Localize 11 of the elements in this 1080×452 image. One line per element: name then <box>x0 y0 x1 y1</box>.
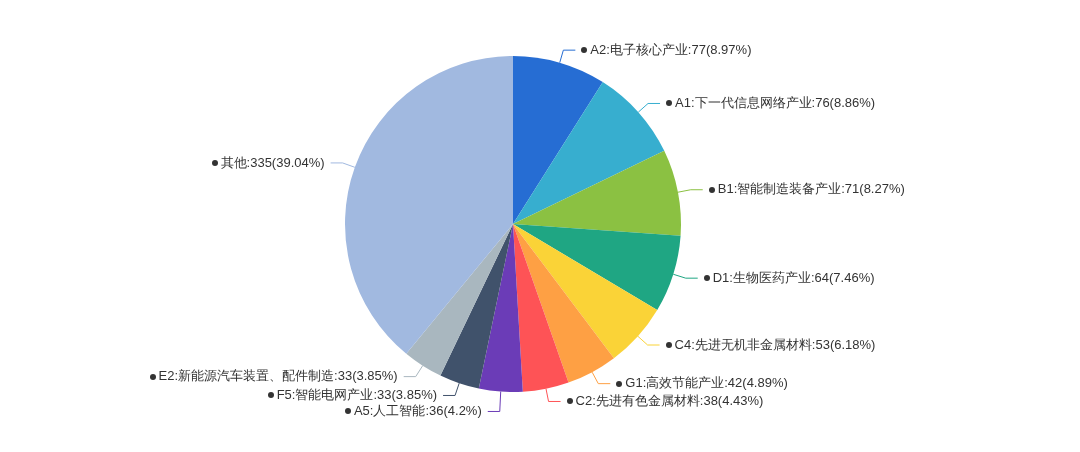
slice-label: A1:下一代信息网络产业:76(8.86%) <box>675 95 876 111</box>
slice-label: A5:人工智能:36(4.2%) <box>353 403 482 419</box>
slice-label: F5:智能电网产业:33(3.85%) <box>276 387 438 403</box>
slice-label: C2:先进有色金属材料:38(4.43%) <box>575 393 764 409</box>
slice-label: E2:新能源汽车装置、配件制造:33(3.85%) <box>158 368 398 384</box>
slice-label: G1:高效节能产业:42(4.89%) <box>625 375 788 391</box>
slice-label: 其他:335(39.04%) <box>220 154 325 170</box>
slice-label: A2:电子核心产业:77(8.97%) <box>590 41 752 57</box>
slice-label: B1:智能制造装备产业:71(8.27%) <box>717 181 905 197</box>
slice-label: D1:生物医药产业:64(7.46%) <box>712 269 875 285</box>
slice-label: C4:先进无机非金属材料:53(6.18%) <box>674 336 876 352</box>
